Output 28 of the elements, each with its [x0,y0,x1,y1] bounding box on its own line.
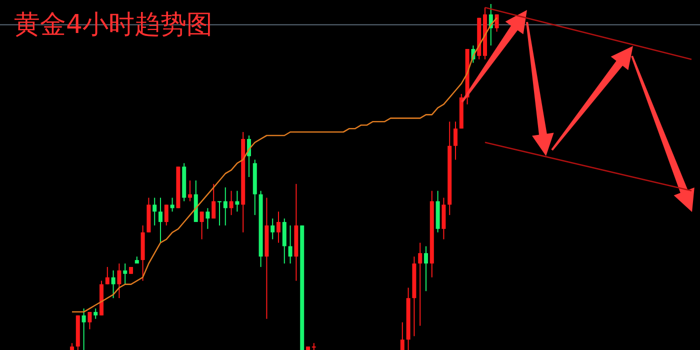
chart-title: 黄金4小时趋势图 [14,10,213,40]
candlestick [188,180,192,202]
candlestick [454,121,458,160]
candlestick [123,263,128,285]
candlestick [170,197,174,212]
candlestick [270,218,275,240]
candlestick [276,211,280,244]
candlestick [218,200,222,226]
candlestick [82,308,86,350]
candlestick [418,242,422,326]
candlestick [235,190,240,212]
candlestick [312,342,316,350]
candlestick [212,183,216,220]
candlestick [223,186,228,226]
candlestick [200,211,204,240]
candlestick [111,270,116,299]
candlestick [288,224,292,264]
candlestick [158,197,162,244]
candlestick [229,190,234,216]
candlestick [152,197,157,226]
candlestick [424,246,428,292]
candlestick [164,204,168,226]
candlestick [400,322,404,350]
candlestick [105,266,110,285]
candlestick [94,308,98,320]
candlestick [117,263,122,299]
candlestick [206,208,210,230]
candlestick [88,311,92,330]
